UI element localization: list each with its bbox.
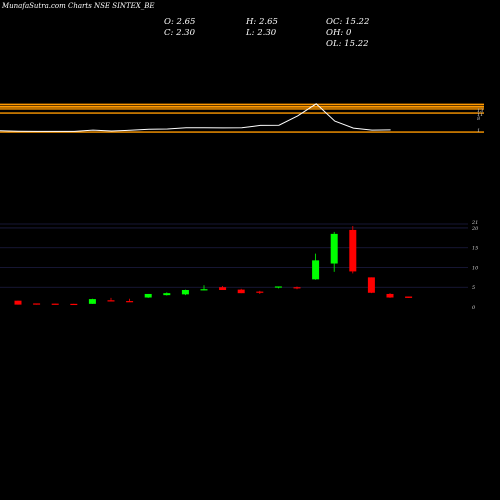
ohlc-readout: O: 2.65 C: 2.30 H: 2.65 L: 2.30 OC: 15.2… — [164, 17, 369, 49]
ohlc-high: H: 2.65 — [245, 17, 278, 27]
indicator-tick-label: 11 — [477, 112, 483, 118]
candle-body — [386, 293, 394, 298]
candle-body — [256, 291, 264, 293]
price-tick-label: 0 — [472, 305, 476, 311]
candle-body — [200, 289, 208, 291]
candle-body — [274, 286, 282, 288]
ohlc-low: L: 2.30 — [245, 28, 277, 38]
price-tick-label: 10 — [472, 265, 479, 271]
chart-title: MunafaSutra.com Charts NSE SINTEX_BE — [1, 2, 154, 10]
candle-body — [219, 287, 227, 291]
ohlc-open: O: 2.65 — [164, 17, 195, 27]
title-text: Charts NSE SINTEX_BE — [68, 2, 154, 10]
candle-body — [51, 303, 59, 305]
ohlc-oh: OH: 0 — [326, 28, 352, 38]
indicator-line — [0, 103, 391, 132]
candle-body — [126, 301, 134, 303]
candle-body — [367, 277, 375, 293]
candle-body — [405, 296, 413, 298]
candle-body — [181, 290, 189, 295]
ohlc-oc: OC: 15.22 — [326, 17, 369, 27]
candle-body — [144, 293, 152, 298]
indicator-tick-label: 1 — [477, 128, 480, 134]
indicator-tick-label: 13 — [477, 108, 483, 114]
price-tick-label: 5 — [472, 285, 475, 291]
indicator-tick-label: 8 — [477, 116, 480, 122]
candle-body — [14, 300, 22, 305]
ohlc-close: C: 2.30 — [164, 28, 196, 38]
price-tick-label: 15 — [472, 246, 478, 252]
candle-body — [88, 299, 96, 304]
price-tick-label: 20 — [471, 226, 479, 232]
candle-body — [349, 229, 357, 272]
candle-body — [312, 260, 320, 280]
candle-body — [163, 293, 171, 296]
candle-body — [107, 300, 115, 302]
candle-body — [33, 303, 41, 305]
candle-body — [70, 303, 78, 306]
candle-body — [330, 233, 338, 264]
candle-body — [237, 289, 245, 294]
candle-body — [293, 287, 301, 289]
ohlc-ol: OL: 15.22 — [326, 39, 369, 49]
brand-text: MunafaSutra.com — [1, 2, 66, 10]
price-tick-label: 21 — [471, 220, 478, 226]
